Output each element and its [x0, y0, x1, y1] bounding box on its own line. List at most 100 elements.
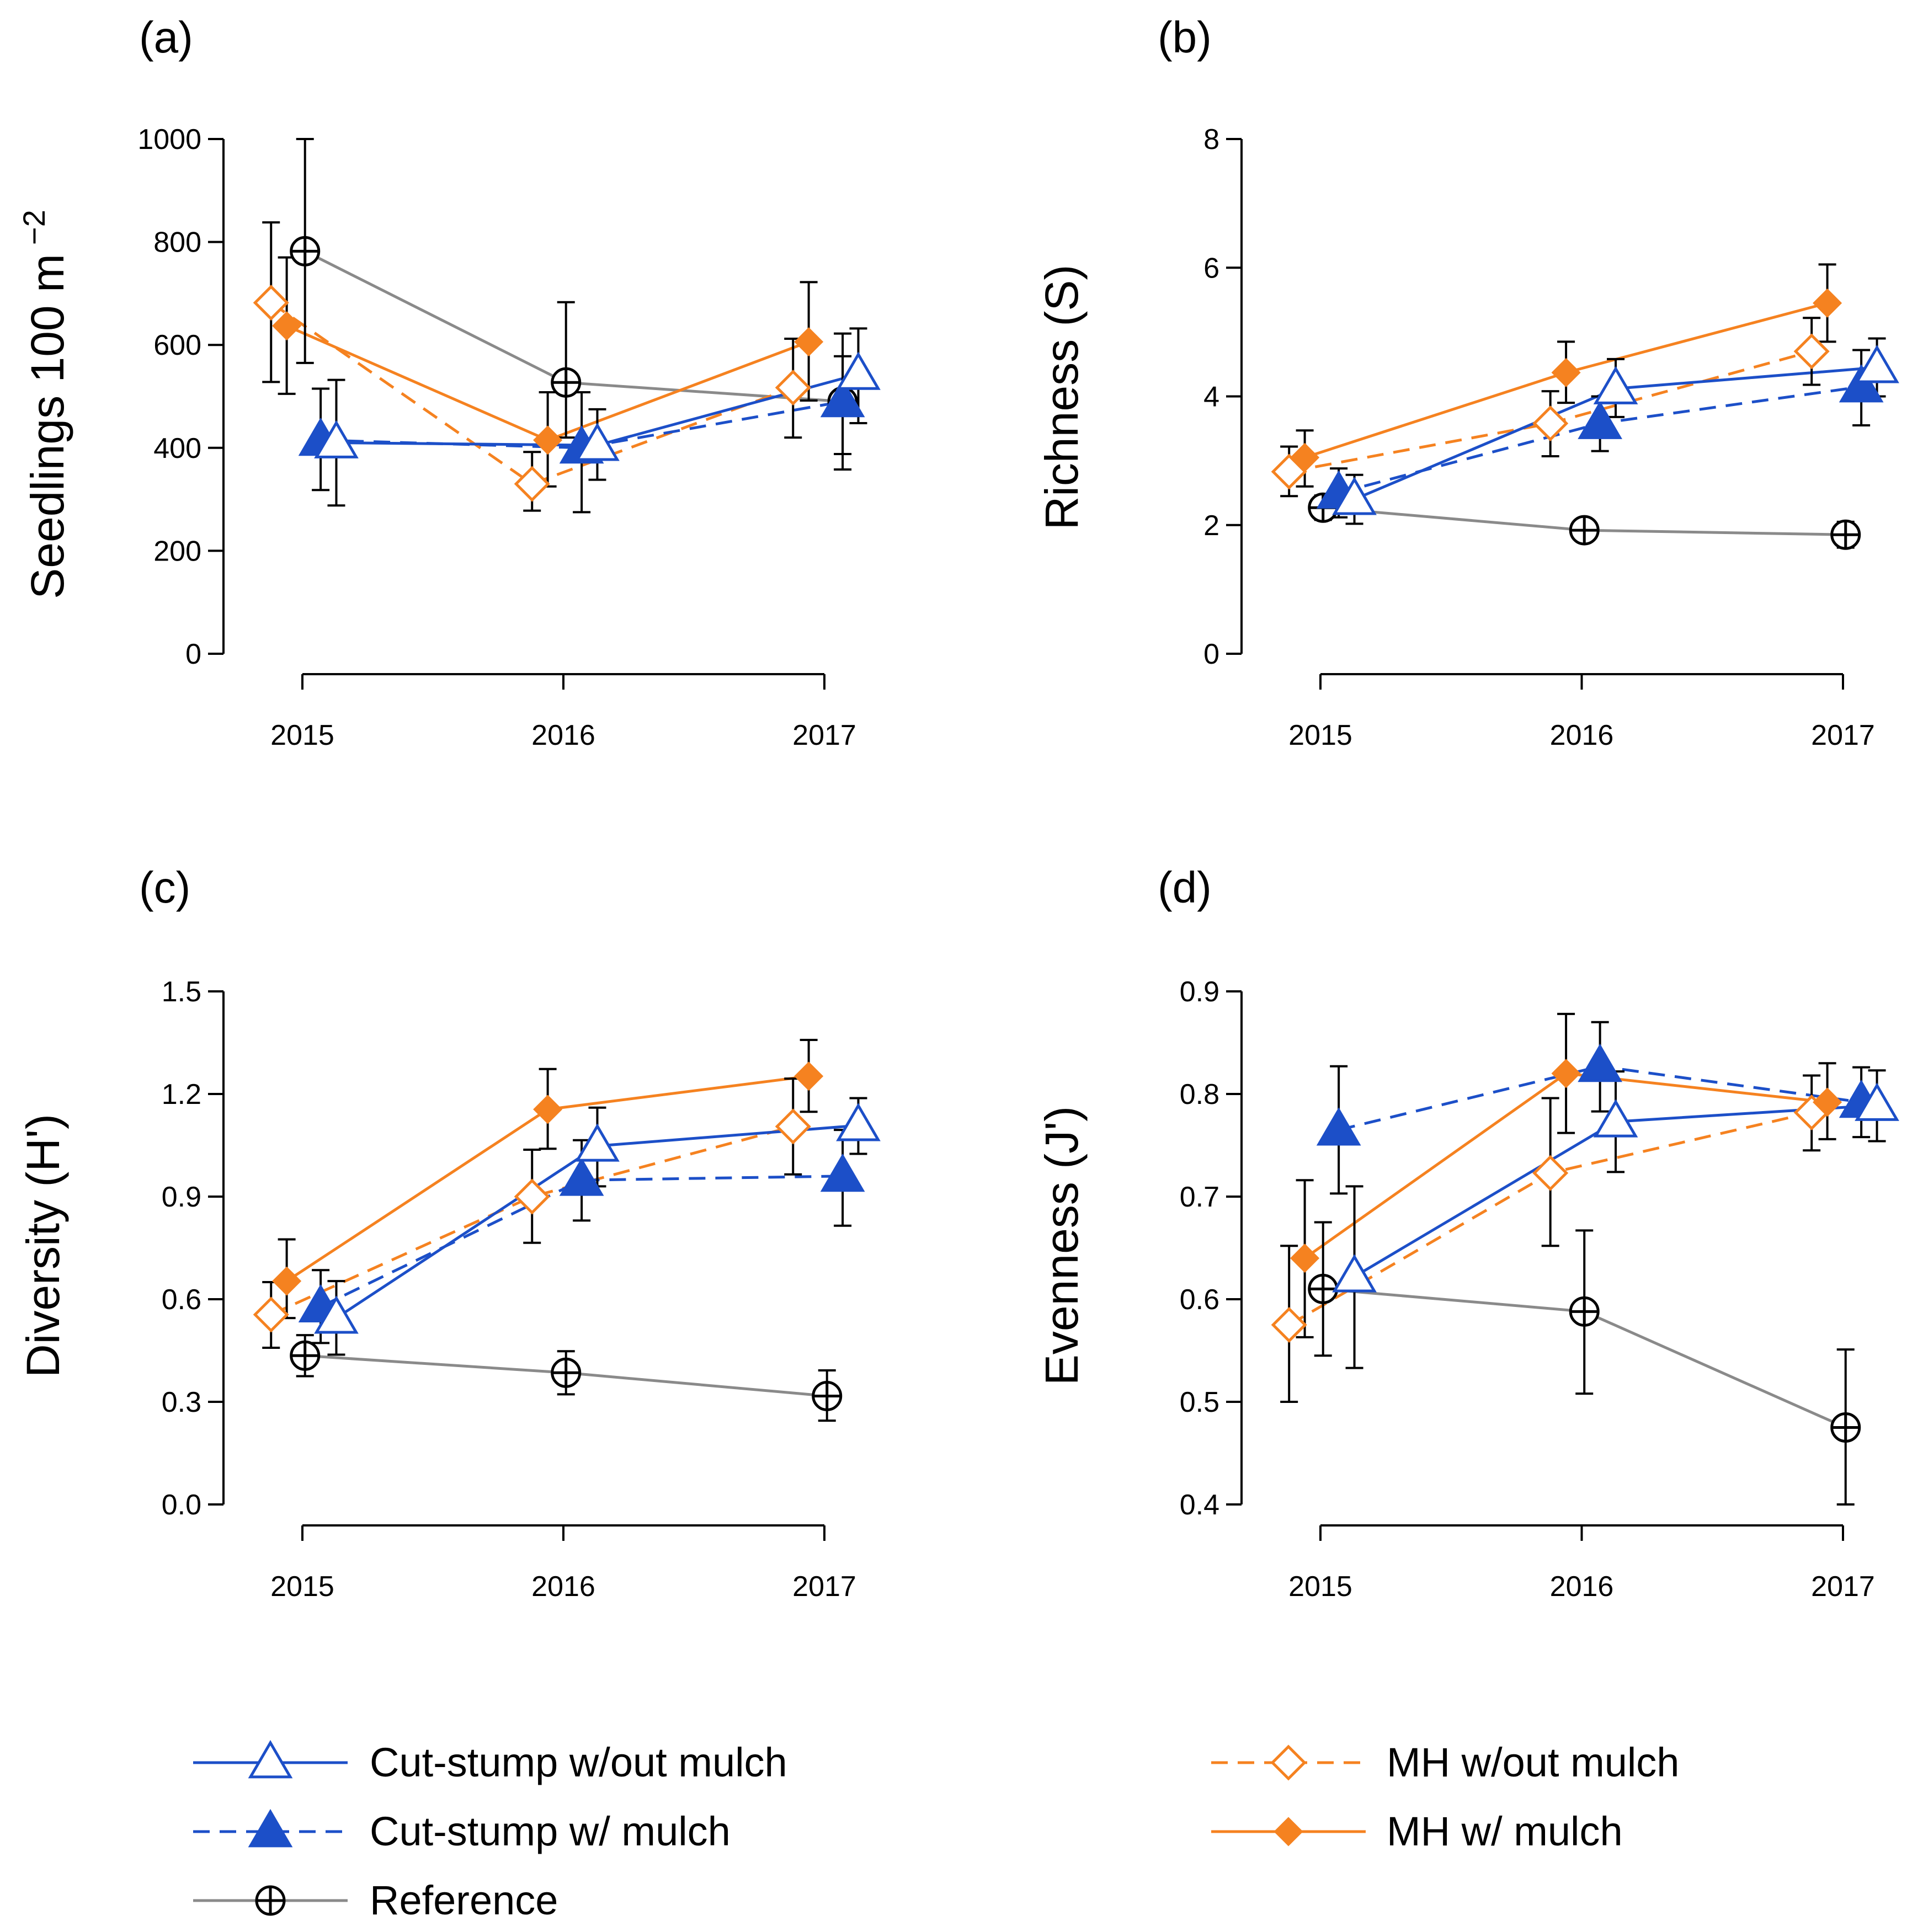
panel-a-y-tick-label: 0	[185, 638, 201, 670]
panel-b-ylabel: Richness (S)	[1036, 265, 1088, 530]
panel-b-point-cut-stump-with-mulch	[1839, 364, 1884, 403]
panel-c-point-mh-with-mulch	[272, 1266, 302, 1296]
panel-b-y-tick-label: 2	[1203, 510, 1219, 542]
panel-c-x-tick-label: 2015	[270, 1571, 334, 1603]
panel-a-y-tick-label: 1000	[137, 124, 201, 156]
panel-c-y-tick-label: 0.9	[162, 1181, 201, 1213]
panel-c-y-tick-label: 1.2	[162, 1079, 201, 1111]
legend-swatch-cut-stump-with-mulch	[193, 1809, 348, 1848]
panel-d-point-cut-stump-without-mulch	[1855, 1082, 1899, 1121]
panel-b-y-tick-label: 4	[1203, 381, 1219, 413]
panel-d-point-mh-without-mulch	[1271, 1306, 1307, 1343]
panel-c-x-tick-label: 2016	[531, 1571, 595, 1603]
panel-b-x-tick-label: 2015	[1288, 719, 1352, 751]
panel-a-y-tick-label: 200	[153, 535, 201, 567]
panel-b-y-tick-label: 6	[1203, 252, 1219, 284]
panel-a-ylabel-superscript: −2	[17, 210, 51, 245]
panel-b-point-mh-without-mulch	[1793, 333, 1830, 370]
panel-a-x-tick-label: 2016	[531, 719, 595, 751]
panel-c-label: (c)	[139, 863, 190, 912]
panel-a-x-tick-label: 2015	[270, 719, 334, 751]
legend-label-reference: Reference	[370, 1877, 558, 1923]
panel-a-point-reference	[551, 367, 582, 398]
panel-b-point-mh-with-mulch	[1813, 288, 1842, 318]
panel-a-y-tick-label: 600	[153, 329, 201, 361]
panel-d-point-reference	[1308, 1273, 1339, 1304]
panel-a-point-mh-without-mulch	[775, 370, 811, 406]
legend-label-cut-stump-without-mulch: Cut-stump w/out mulch	[370, 1739, 787, 1785]
panel-c-point-mh-without-mulch	[253, 1296, 289, 1333]
panel-d-y-tick-label: 0.4	[1180, 1489, 1219, 1521]
panel-d-plot: 0.4 0.5 0.6 0.7 0.8 0.9 2015 2016 2017	[1180, 976, 1899, 1603]
panel-c-point-cut-stump-with-mulch	[820, 1153, 865, 1192]
panel-c-y-tick-label: 0.6	[162, 1284, 201, 1316]
panel-b-point-reference	[1569, 515, 1600, 546]
panel-a-ylabel-main: Seedlings 100 m	[22, 254, 73, 599]
panel-a-x-tick-label: 2017	[792, 719, 856, 751]
panel-c-point-cut-stump-without-mulch	[836, 1103, 881, 1141]
panel-c-point-reference	[290, 1340, 321, 1371]
panel-b-label: (b)	[1158, 13, 1212, 62]
panel-d-y-tick-label: 0.6	[1180, 1284, 1219, 1316]
panel-b-point-cut-stump-without-mulch	[1855, 345, 1899, 383]
panel-c-point-mh-without-mulch	[514, 1178, 550, 1215]
panel-c-plot: 0.0 0.3 0.6 0.9 1.2 1.5 2015 2016 2017	[162, 976, 881, 1603]
panel-c-point-cut-stump-without-mulch	[314, 1295, 359, 1334]
panel-d-x-tick-label: 2015	[1288, 1571, 1352, 1603]
panel-a-y-tick-label: 400	[153, 433, 201, 465]
panel-d-y-tick-label: 0.8	[1180, 1079, 1219, 1111]
panel-a-point-cut-stump-without-mulch	[314, 420, 359, 458]
panel-a-point-mh-without-mulch	[514, 466, 550, 502]
panel-a-y-tick-label: 800	[153, 227, 201, 259]
panel-a-point-reference	[290, 236, 321, 266]
panel-c-line-cut-stump-with-mulch	[320, 1175, 843, 1308]
legend-marker-cut-stump-with-mulch	[248, 1809, 293, 1848]
panel-d-y-tick-label: 0.7	[1180, 1181, 1219, 1213]
legend-swatch-reference	[193, 1885, 348, 1916]
panel-c-y-tick-label: 0.0	[162, 1489, 201, 1521]
panel-b-y-tick-label: 8	[1203, 124, 1219, 156]
panel-c-point-cut-stump-without-mulch	[575, 1123, 620, 1162]
panel-b-x-tick-label: 2017	[1811, 719, 1875, 751]
panel-d-ylabel: Evenness (J')	[1036, 1106, 1088, 1385]
panel-b-point-mh-without-mulch	[1532, 405, 1569, 442]
panel-c: (c) Diversity (H') 0.0 0.3 0.6 0.9 1.2 1.5 201…	[17, 863, 881, 1603]
panel-a-point-cut-stump-without-mulch	[575, 423, 620, 461]
panel-c-point-mh-without-mulch	[775, 1108, 811, 1145]
panel-c-y-tick-label: 0.3	[162, 1386, 201, 1418]
panel-a-point-mh-with-mulch	[533, 425, 563, 455]
panel-a-plot: 0 200 400 600 800 1000 2015 2016 2017	[137, 124, 881, 751]
panel-b: (b) Richness (S) 0 2 4 6 8 2015 2016 2017	[1036, 13, 1899, 751]
panel-d-point-cut-stump-with-mulch	[1578, 1043, 1622, 1082]
panel-a: (a) Seedlings 100 m −2 0 200 400 600 800 1000 2…	[17, 13, 881, 751]
legend-marker-cut-stump-without-mulch	[248, 1740, 293, 1779]
panel-a-point-cut-stump-with-mulch	[820, 378, 865, 418]
panel-d-y-tick-label: 0.5	[1180, 1386, 1219, 1418]
panel-c-point-mh-with-mulch	[533, 1095, 563, 1124]
panel-d-y-tick-label: 0.9	[1180, 976, 1219, 1008]
panel-d-label: (d)	[1158, 863, 1212, 912]
panel-d-point-cut-stump-with-mulch	[1316, 1107, 1361, 1146]
legend-swatch-mh-without-mulch	[1211, 1744, 1366, 1781]
panel-c-point-mh-with-mulch	[794, 1061, 824, 1091]
panel-c-x-tick-label: 2017	[792, 1571, 856, 1603]
panel-b-point-cut-stump-with-mulch	[1578, 401, 1622, 439]
panel-c-line-mh-without-mulch	[270, 1125, 793, 1316]
panel-c-ylabel: Diversity (H')	[17, 1114, 69, 1378]
panel-d-x-tick-label: 2016	[1550, 1571, 1614, 1603]
panel-b-point-cut-stump-without-mulch	[1593, 366, 1638, 404]
panel-a-ylabel: Seedlings 100 m −2	[17, 210, 73, 599]
panel-b-plot: 0 2 4 6 8 2015 2016 2017	[1203, 124, 1899, 751]
panel-a-label: (a)	[139, 13, 193, 62]
panel-d-point-reference	[1830, 1412, 1861, 1443]
legend-label-mh-without-mulch: MH w/out mulch	[1387, 1739, 1679, 1785]
panel-d-point-mh-with-mulch	[1813, 1087, 1842, 1117]
legend-swatch-mh-with-mulch	[1211, 1817, 1366, 1846]
legend-marker-mh-with-mulch	[1274, 1817, 1303, 1846]
legend-label-cut-stump-with-mulch: Cut-stump w/ mulch	[370, 1808, 731, 1854]
panel-d-point-mh-without-mulch	[1532, 1155, 1569, 1191]
legend-swatch-cut-stump-without-mulch	[193, 1740, 348, 1779]
panel-b-point-reference	[1830, 519, 1861, 550]
legend: Cut-stump w/out mulch Cut-stump w/ mulch…	[193, 1739, 1679, 1923]
